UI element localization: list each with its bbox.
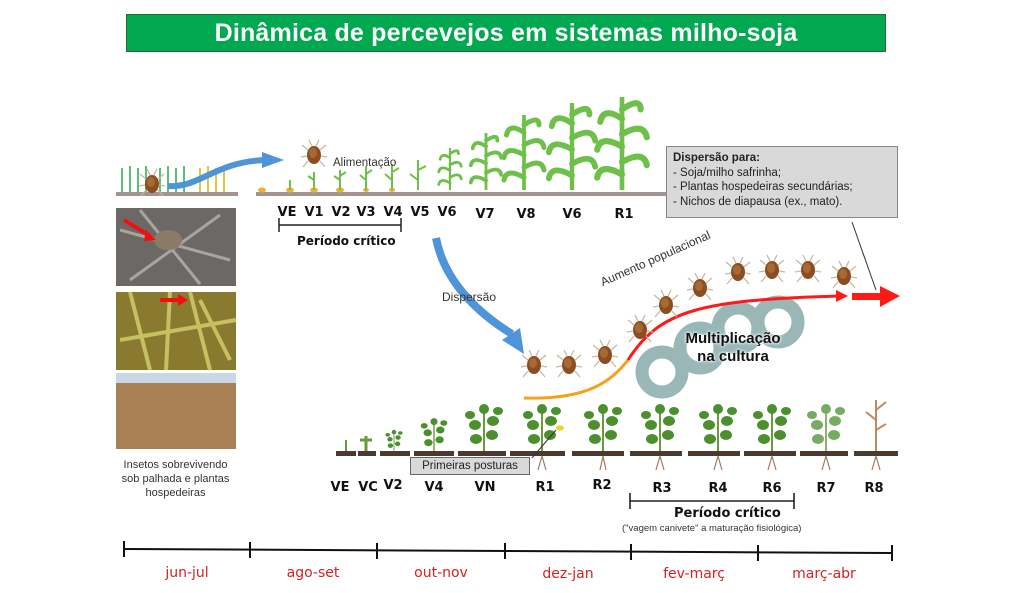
dispersal-info-box: Dispersão para: - Soja/milho safrinha; -… — [666, 146, 898, 218]
first-eggs-label: Primeiras posturas — [410, 457, 530, 475]
soy-stage-label: R6 — [762, 481, 782, 496]
corn-stage-label: V2 — [331, 205, 351, 220]
soy-critical-period-note: ("vagem canivete" a maturação fisiológic… — [622, 523, 802, 534]
caption-line: hospedeiras — [145, 487, 206, 499]
corn-stage-label: V1 — [304, 205, 324, 220]
survival-caption: Insetos sobrevivendo sob palhada e plant… — [108, 458, 243, 500]
month-label: ago-set — [286, 565, 340, 581]
corn-stage-label: V7 — [475, 207, 495, 222]
corn-stage-label: V3 — [356, 205, 376, 220]
soy-stage-label: VN — [474, 480, 496, 495]
multiplication-label: Multiplicação na cultura — [678, 330, 788, 366]
info-box-item: - Nichos de diapausa (ex., mato). — [673, 195, 843, 208]
soy-stage-label: R2 — [592, 478, 612, 493]
soy-stage-label: R1 — [535, 480, 555, 495]
month-label: març-abr — [792, 566, 856, 582]
corn-stage-label: R1 — [614, 207, 634, 222]
corn-stage-label: V5 — [410, 205, 430, 220]
caption-line: sob palhada e plantas — [121, 473, 230, 485]
soy-stage-label: V4 — [424, 480, 444, 495]
info-box-heading: Dispersão para: — [673, 152, 760, 164]
soy-stage-label: R3 — [652, 481, 672, 496]
multiplication-line: Multiplicação — [685, 330, 781, 347]
page-title: Dinâmica de percevejos em sistemas milho… — [126, 14, 886, 52]
month-label: out-nov — [414, 565, 468, 581]
multiplication-line: na cultura — [697, 348, 769, 365]
info-box-item: - Plantas hospedeiras secundárias; — [673, 181, 853, 193]
corn-stage-label: V6 — [437, 205, 457, 220]
dispersal-label: Dispersão — [442, 290, 497, 304]
soy-stage-label: V2 — [383, 478, 403, 493]
corn-stage-label: VE — [277, 205, 297, 220]
corn-stage-label: V4 — [383, 205, 403, 220]
month-label: dez-jan — [542, 566, 594, 582]
corn-stage-label: V6 — [562, 207, 582, 222]
soy-stage-label: VC — [358, 480, 378, 495]
info-box-item: - Soja/milho safrinha; — [673, 166, 782, 179]
soy-stage-label: R4 — [708, 481, 728, 496]
feeding-label: Alimentação — [333, 157, 397, 169]
corn-stage-label: V8 — [516, 207, 536, 222]
corn-critical-period-label: Período crítico — [297, 234, 396, 248]
soy-stage-label: VE — [330, 480, 350, 495]
month-label: jun-jul — [165, 565, 209, 581]
caption-line: Insetos sobrevivendo — [123, 459, 228, 471]
soy-critical-period-label: Período crítico — [674, 506, 781, 521]
soy-stage-label: R7 — [816, 481, 836, 496]
month-label: fev-març — [663, 566, 725, 582]
soy-stage-label: R8 — [864, 481, 884, 496]
